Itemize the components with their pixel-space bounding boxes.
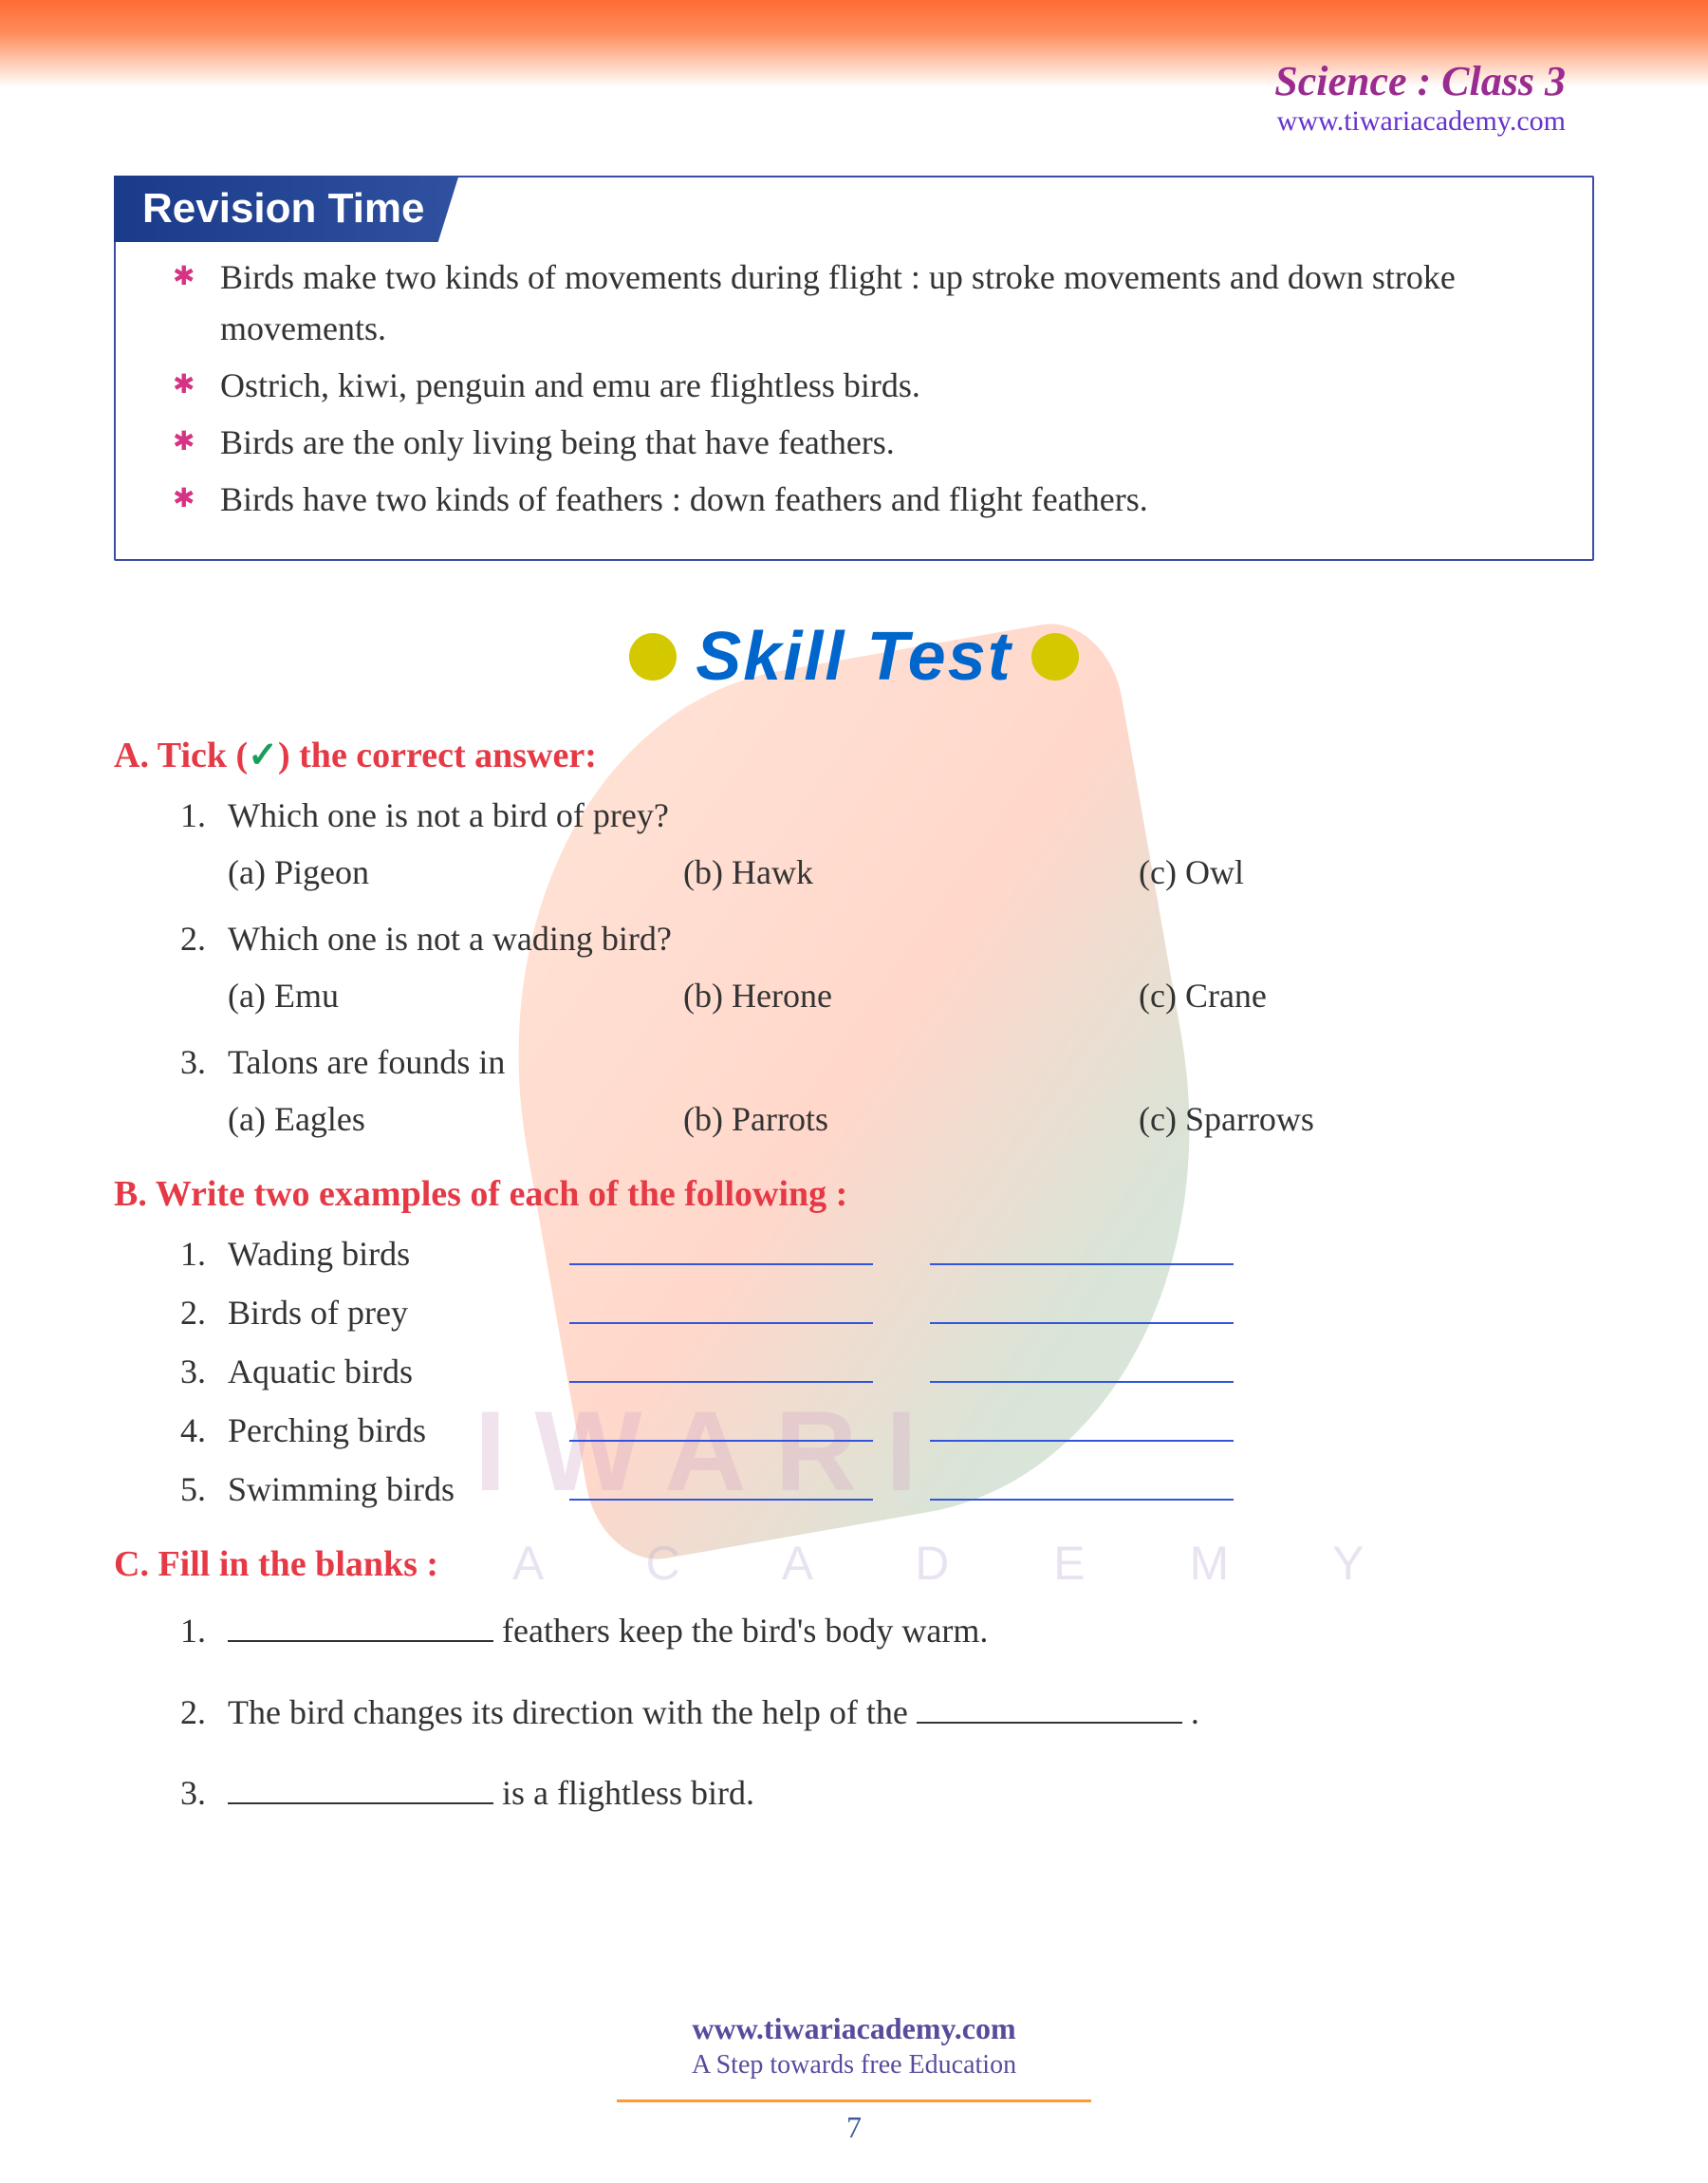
- blank-field[interactable]: [930, 1499, 1234, 1501]
- page-header: Science : Class 3 www.tiwariacademy.com: [114, 57, 1594, 138]
- revision-point: Birds have two kinds of feathers : down …: [173, 474, 1554, 525]
- revision-point: Ostrich, kiwi, penguin and emu are fligh…: [173, 360, 1554, 411]
- revision-list: Birds make two kinds of movements during…: [173, 252, 1554, 525]
- blank-field[interactable]: [228, 1640, 493, 1642]
- fill-blank-row: 1. feathers keep the bird's body warm.: [180, 1604, 1594, 1659]
- section-c-heading: C. Fill in the blanks :: [114, 1543, 1594, 1585]
- example-row: 2.Birds of prey: [180, 1293, 1594, 1333]
- option-c: (c) Owl: [1139, 852, 1594, 892]
- section-c-list: 1. feathers keep the bird's body warm. 2…: [114, 1604, 1594, 1821]
- example-row: 3.Aquatic birds: [180, 1352, 1594, 1391]
- blank-field[interactable]: [569, 1322, 873, 1324]
- question: 1.Which one is not a bird of prey?: [180, 795, 1594, 835]
- subject-title: Science : Class 3: [114, 57, 1566, 105]
- revision-point: Birds make two kinds of movements during…: [173, 252, 1554, 354]
- option-c: (c) Crane: [1139, 976, 1594, 1016]
- page-footer: www.tiwariacademy.com A Step towards fre…: [0, 2011, 1708, 2145]
- blank-field[interactable]: [917, 1722, 1182, 1724]
- section-a-questions: 1.Which one is not a bird of prey?: [114, 795, 1594, 835]
- option-b: (b) Herone: [683, 976, 1139, 1016]
- option-a: (a) Eagles: [228, 1099, 683, 1139]
- question: 3.Talons are founds in: [180, 1042, 1594, 1082]
- option-b: (b) Hawk: [683, 852, 1139, 892]
- option-c: (c) Sparrows: [1139, 1099, 1594, 1139]
- options-row: (a) Pigeon (b) Hawk (c) Owl: [114, 852, 1594, 892]
- option-b: (b) Parrots: [683, 1099, 1139, 1139]
- example-row: 4.Perching birds: [180, 1410, 1594, 1450]
- blank-field[interactable]: [569, 1499, 873, 1501]
- fill-blank-row: 3. is a flightless bird.: [180, 1766, 1594, 1821]
- options-row: (a) Eagles (b) Parrots (c) Sparrows: [114, 1099, 1594, 1139]
- footer-url: www.tiwariacademy.com: [0, 2011, 1708, 2046]
- section-b-list: 1.Wading birds 2.Birds of prey 3.Aquatic…: [114, 1234, 1594, 1509]
- blank-field[interactable]: [930, 1263, 1234, 1265]
- footer-divider: [617, 2099, 1091, 2102]
- header-url: www.tiwariacademy.com: [114, 105, 1566, 138]
- blank-field[interactable]: [228, 1802, 493, 1804]
- section-a-heading: A. Tick (✓) the correct answer:: [114, 734, 1594, 776]
- blank-field[interactable]: [930, 1381, 1234, 1383]
- example-row: 5.Swimming birds: [180, 1469, 1594, 1509]
- fill-blank-row: 2.The bird changes its direction with th…: [180, 1686, 1594, 1741]
- option-a: (a) Emu: [228, 976, 683, 1016]
- page-number: 7: [0, 2110, 1708, 2145]
- blank-field[interactable]: [569, 1381, 873, 1383]
- question: 2.Which one is not a wading bird?: [180, 919, 1594, 959]
- options-row: (a) Emu (b) Herone (c) Crane: [114, 976, 1594, 1016]
- skill-test-heading: Skill Test: [114, 618, 1594, 696]
- dot-icon: [1031, 633, 1079, 681]
- dot-icon: [629, 633, 677, 681]
- option-a: (a) Pigeon: [228, 852, 683, 892]
- footer-tagline: A Step towards free Education: [0, 2050, 1708, 2080]
- blank-field[interactable]: [930, 1322, 1234, 1324]
- revision-point: Birds are the only living being that hav…: [173, 417, 1554, 468]
- revision-tab: Revision Time: [114, 176, 459, 242]
- revision-box: Revision Time Birds make two kinds of mo…: [114, 176, 1594, 561]
- section-b-heading: B. Write two examples of each of the fol…: [114, 1173, 1594, 1215]
- blank-field[interactable]: [930, 1440, 1234, 1442]
- blank-field[interactable]: [569, 1263, 873, 1265]
- blank-field[interactable]: [569, 1440, 873, 1442]
- example-row: 1.Wading birds: [180, 1234, 1594, 1274]
